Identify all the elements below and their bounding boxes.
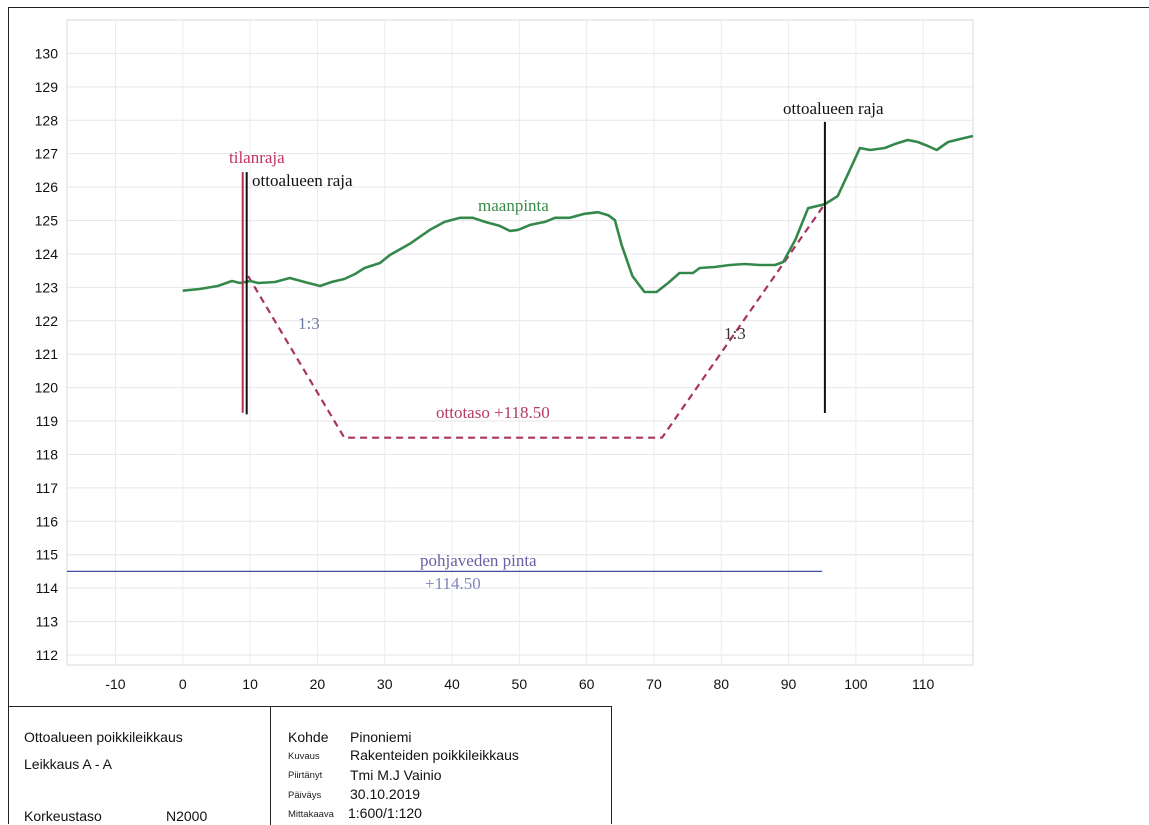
x-tick-label: 100 (844, 676, 868, 692)
y-tick-label: 117 (36, 480, 59, 496)
x-tick-label: 90 (781, 676, 797, 692)
y-tick-label: 121 (35, 346, 59, 362)
series-line-ottotaso-118-50 (247, 203, 826, 439)
y-tick-label: 127 (35, 146, 59, 162)
y-tick-label: 112 (36, 647, 59, 663)
x-tick-label: 40 (444, 676, 460, 692)
series (67, 121, 974, 573)
y-tick-label: 123 (35, 279, 59, 295)
piirtanyt-value: Tmi M.J Vainio (350, 767, 442, 783)
x-tick-label: 80 (713, 676, 729, 692)
label-pohjaveden-pinta: pohjaveden pinta (420, 551, 537, 570)
y-tick-label: 126 (35, 179, 59, 195)
label-tilanraja: tilanraja (229, 148, 285, 167)
drawing-frame (8, 7, 1149, 824)
label-groundwater-level: +114.50 (425, 574, 481, 593)
kuvaus-label: Kuvaus (288, 751, 320, 762)
piirtanyt-label: Piirtänyt (288, 770, 323, 781)
paivays-value: 30.10.2019 (350, 786, 421, 802)
grid (66, 19, 974, 666)
label-maanpinta: maanpinta (478, 196, 549, 215)
y-tick-label: 113 (36, 614, 59, 630)
label-ottoalueen-raja-right: ottoalueen raja (783, 99, 884, 118)
y-tick-label: 118 (36, 446, 59, 462)
y-tick-label: 114 (36, 580, 59, 596)
x-tick-label: 0 (179, 676, 187, 692)
axis-ticks: 112 113 114 115 116 117 118 119 120 121 122 123 124 1… (35, 45, 935, 692)
y-tick-label: 122 (35, 313, 59, 329)
x-tick-label: 20 (310, 676, 326, 692)
height-system-value: N2000 (166, 808, 208, 824)
height-system-label: Korkeustaso (24, 808, 102, 824)
y-tick-label: 116 (36, 513, 59, 529)
x-tick-label: 50 (512, 676, 528, 692)
y-tick-label: 128 (35, 112, 59, 128)
x-tick-label: 60 (579, 676, 595, 692)
y-tick-label: 124 (35, 246, 59, 262)
label-slope-left: 1:3 (298, 314, 320, 333)
y-tick-label: 130 (35, 45, 59, 61)
label-ottotaso: ottotaso +118.50 (436, 403, 550, 422)
y-tick-label: 119 (36, 413, 59, 429)
title-block-divider (270, 707, 271, 825)
paivays-label: Päiväys (288, 790, 322, 801)
y-tick-label: 129 (35, 79, 59, 95)
x-tick-label: 30 (377, 676, 393, 692)
annotations: tilanraja ottoalueen raja maanpinta 1:3 … (229, 99, 884, 593)
label-ottoalueen-raja-left: ottoalueen raja (252, 171, 353, 190)
kohde-value: Pinoniemi (350, 729, 412, 745)
mittakaava-value: 1:600/1:120 (348, 805, 422, 821)
cross-section-chart: 112 113 114 115 116 117 118 119 120 121 122 123 124 1… (35, 19, 974, 692)
x-tick-label: 110 (912, 676, 935, 692)
label-slope-right: 1:3 (724, 324, 746, 343)
title-block (8, 706, 612, 825)
series-line-maanpinta (182, 134, 974, 294)
kuvaus-value: Rakenteiden poikkileikkaus (350, 747, 519, 763)
drawing-title: Ottoalueen poikkileikkaus (24, 729, 183, 745)
plot-area (66, 19, 974, 666)
y-tick-label: 115 (36, 547, 59, 563)
x-tick-label: 70 (646, 676, 662, 692)
section-name: Leikkaus A - A (24, 756, 112, 772)
kohde-label: Kohde (288, 729, 329, 745)
x-tick-label: -10 (105, 676, 125, 692)
x-tick-label: 10 (242, 676, 258, 692)
y-tick-label: 120 (35, 380, 59, 396)
mittakaava-label: Mittakaava (288, 809, 334, 820)
y-tick-label: 125 (35, 213, 59, 229)
